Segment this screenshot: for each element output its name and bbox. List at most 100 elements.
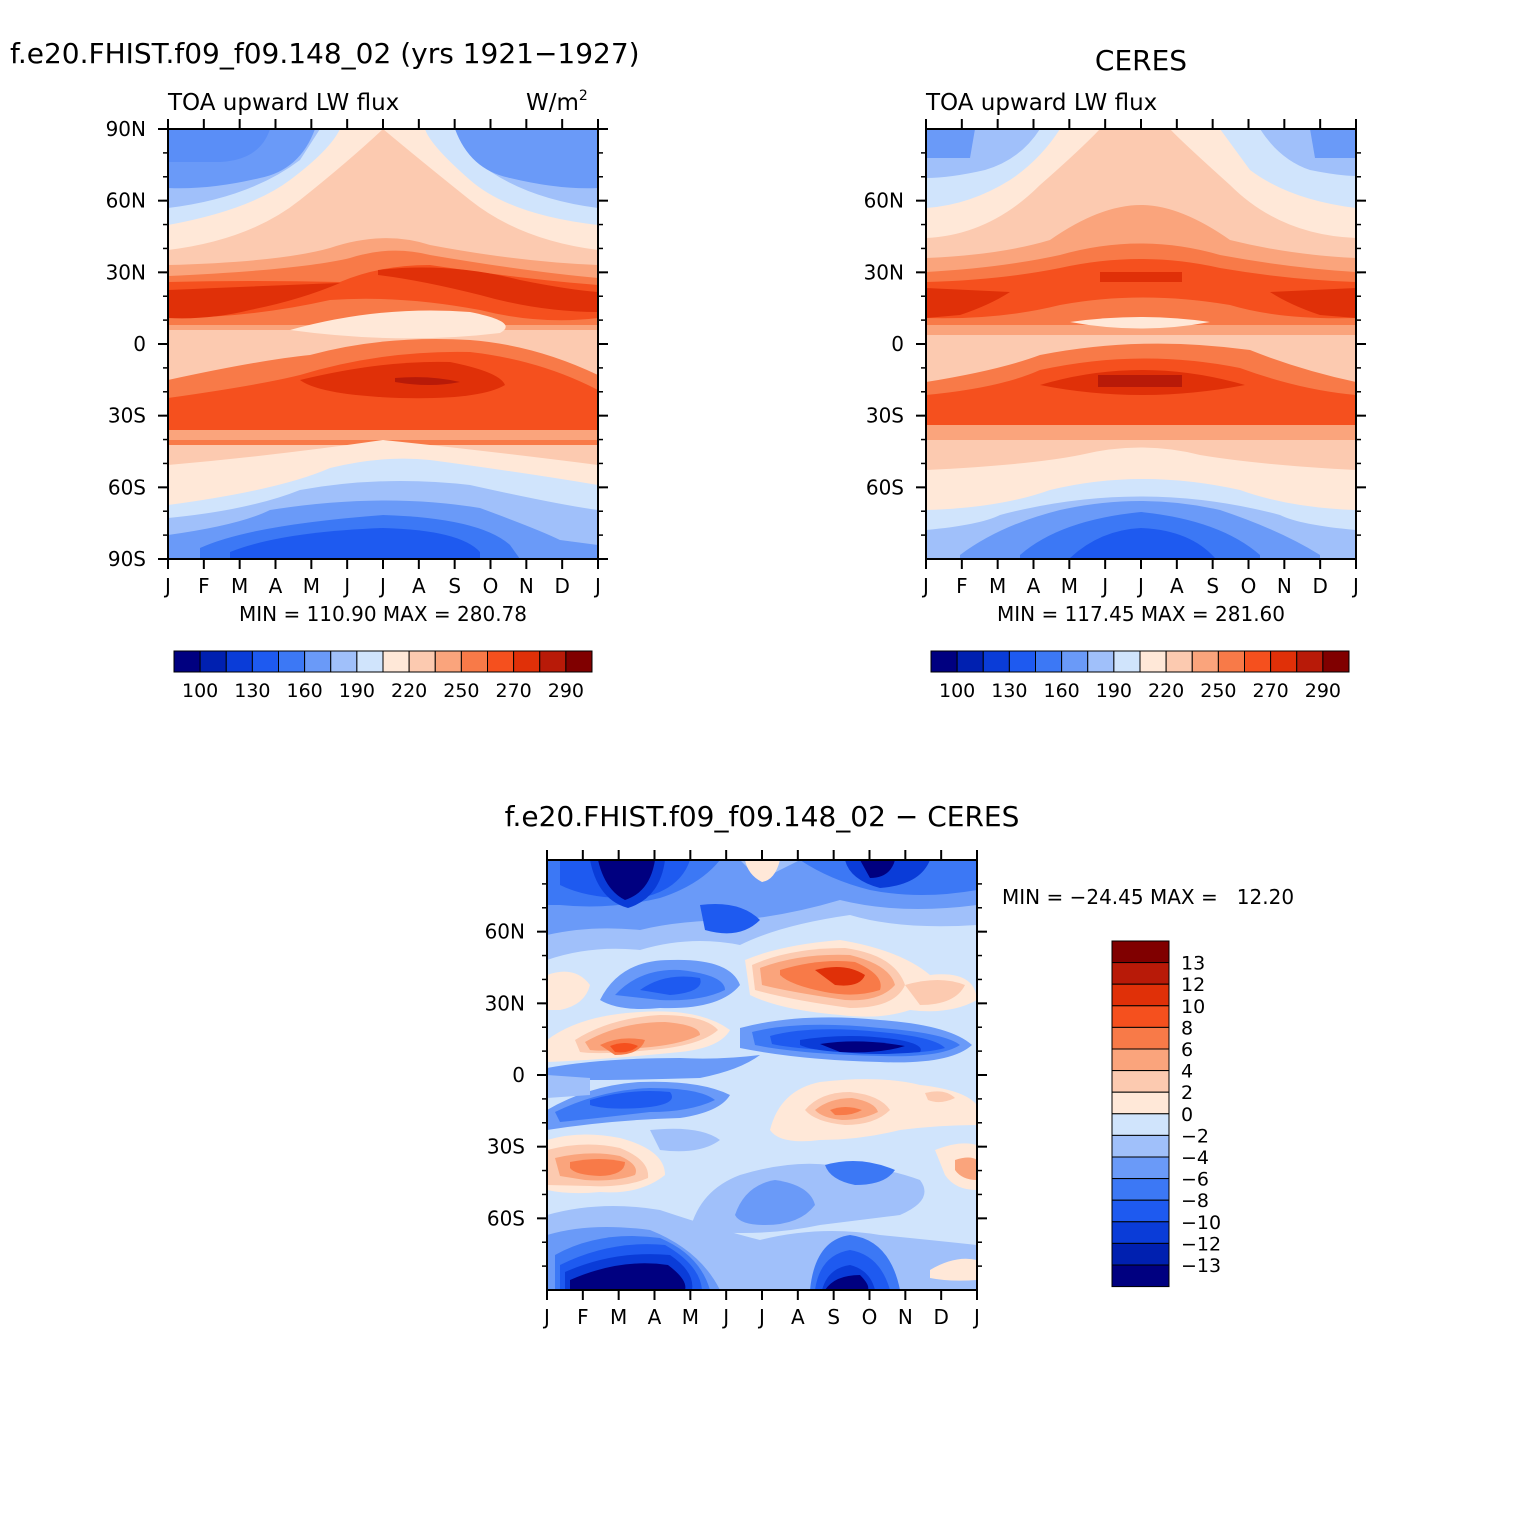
model-contour: [378, 267, 598, 312]
model-colorbar-label: 160: [286, 680, 322, 702]
obs-colorbar-box: [1139, 650, 1167, 673]
obs-contour: [1100, 272, 1182, 282]
obs-colorbar-box: [982, 650, 1010, 673]
model-contour: [168, 430, 598, 440]
diff-colorbar-box: [1111, 1113, 1170, 1136]
obs-colorbar-box: [1008, 650, 1036, 673]
model-xtick-label: M: [303, 574, 320, 598]
obs-colorbar-box: [956, 650, 984, 673]
model-xtick-label: O: [483, 574, 499, 598]
diff-minmax-stats: MIN = −24.45 MAX = 12.20: [1002, 885, 1294, 909]
model-xtick-label: J: [342, 574, 350, 598]
diff-contour: [815, 966, 865, 986]
obs-field: [926, 129, 1356, 559]
diff-contour: [570, 1263, 686, 1290]
obs-contour: [926, 425, 1356, 440]
model-colorbar-box: [513, 650, 541, 673]
diff-xtick-label: M: [682, 1305, 699, 1329]
diff-colorbar-label: 10: [1181, 996, 1205, 1018]
diff-xtick-label: J: [972, 1305, 980, 1329]
model-colorbar-box: [251, 650, 279, 673]
obs-colorbar-box: [1061, 650, 1089, 673]
diff-colorbar-label: −10: [1181, 1212, 1221, 1234]
model-minmax-stats: MIN = 110.90 MAX = 280.78: [239, 602, 527, 626]
diff-contour: [547, 1075, 590, 1098]
diff-colorbar-label: 4: [1181, 1061, 1193, 1083]
diff-contour: [905, 980, 965, 1005]
model-colorbar-label: 130: [234, 680, 270, 702]
model-contour: [230, 528, 480, 559]
obs-colorbar-label: 100: [939, 680, 975, 702]
model-colorbar-box: [278, 650, 306, 673]
obs-contour: [1098, 375, 1182, 387]
model-xtick-label: F: [198, 574, 210, 598]
model-colorbar-box: [199, 650, 227, 673]
diff-contour: [547, 971, 590, 1010]
obs-colorbar-label: 290: [1305, 680, 1341, 702]
diff-colorbar-box: [1111, 1221, 1170, 1244]
diff-contour: [825, 1161, 895, 1185]
obs-colorbar-label: 130: [991, 680, 1027, 702]
diff-xtick-label: J: [757, 1305, 765, 1329]
model-xtick-label: A: [412, 574, 426, 598]
diff-xtick-label: N: [898, 1305, 913, 1329]
diff-colorbar-label: 8: [1181, 1017, 1193, 1039]
obs-contour: [926, 129, 1356, 208]
model-ytick-label: 90S: [108, 547, 146, 571]
diff-colorbar-box: [1111, 1156, 1170, 1180]
diff-xtick-label: J: [542, 1305, 550, 1329]
model-field: [168, 129, 598, 559]
diff-ytick-label: 30N: [485, 991, 525, 1015]
model-colorbar-box: [330, 650, 358, 673]
diff-xtick-label: M: [610, 1305, 627, 1329]
obs-colorbar-box: [1087, 650, 1115, 673]
diff-ytick-label: 0: [512, 1063, 525, 1087]
diff-xtick-label: S: [827, 1305, 840, 1329]
model-title: f.e20.FHIST.f09_f09.148_02 (yrs 1921−192…: [10, 37, 640, 70]
diff-contour: [860, 860, 895, 878]
obs-xtick-label: J: [921, 574, 929, 598]
diff-colorbar-label: 0: [1181, 1104, 1193, 1126]
diff-contour: [570, 1159, 625, 1176]
diff-contour: [820, 1041, 905, 1053]
obs-contour: [1310, 129, 1356, 158]
obs-xtick-label: F: [956, 574, 968, 598]
obs-contour: [926, 129, 975, 158]
obs-xtick-label: N: [1277, 574, 1292, 598]
obs-xtick-label: J: [1351, 574, 1359, 598]
obs-xtick-label: O: [1241, 574, 1257, 598]
obs-xtick-label: D: [1312, 574, 1327, 598]
obs-contour: [1270, 288, 1356, 318]
diff-xtick-label: D: [933, 1305, 948, 1329]
model-colorbar: 100 130 160 190 220 250 270 290: [173, 650, 593, 702]
diff-title: f.e20.FHIST.f09_f09.148_02 − CERES: [505, 800, 1020, 833]
obs-ytick-label: 0: [891, 332, 904, 356]
model-contour: [395, 377, 460, 385]
diff-contour: [598, 860, 655, 900]
diff-ytick-label: 30S: [487, 1135, 525, 1159]
model-contour: [168, 283, 340, 319]
model-contour: [168, 129, 270, 162]
diff-contour: [650, 1128, 720, 1152]
obs-colorbar-label: 220: [1148, 680, 1184, 702]
model-colorbar-label: 220: [391, 680, 427, 702]
diff-colorbar-label: −6: [1181, 1169, 1209, 1191]
obs-variable-label: TOA upward LW flux: [925, 90, 1157, 116]
diff-contour: [955, 1157, 977, 1180]
obs-colorbar-label: 190: [1096, 680, 1132, 702]
obs-xtick-label: A: [1170, 574, 1184, 598]
diff-contour: [930, 1258, 977, 1281]
obs-ytick-label: 30S: [866, 404, 904, 428]
diff-colorbar-box: [1111, 962, 1170, 985]
model-contour: [168, 129, 315, 189]
diff-xtick-label: J: [721, 1305, 729, 1329]
obs-ytick-label: 30N: [864, 260, 904, 284]
model-colorbar-box: [356, 650, 384, 673]
model-xtick-label: J: [593, 574, 601, 598]
model-colorbar-box: [382, 650, 410, 673]
model-xtick-label: D: [554, 574, 569, 598]
diff-colorbar-box: [1111, 1242, 1170, 1266]
diff-colorbar-label: −13: [1181, 1255, 1221, 1277]
model-colorbar-label: 250: [443, 680, 479, 702]
obs-minmax-stats: MIN = 117.45 MAX = 281.60: [997, 602, 1285, 626]
